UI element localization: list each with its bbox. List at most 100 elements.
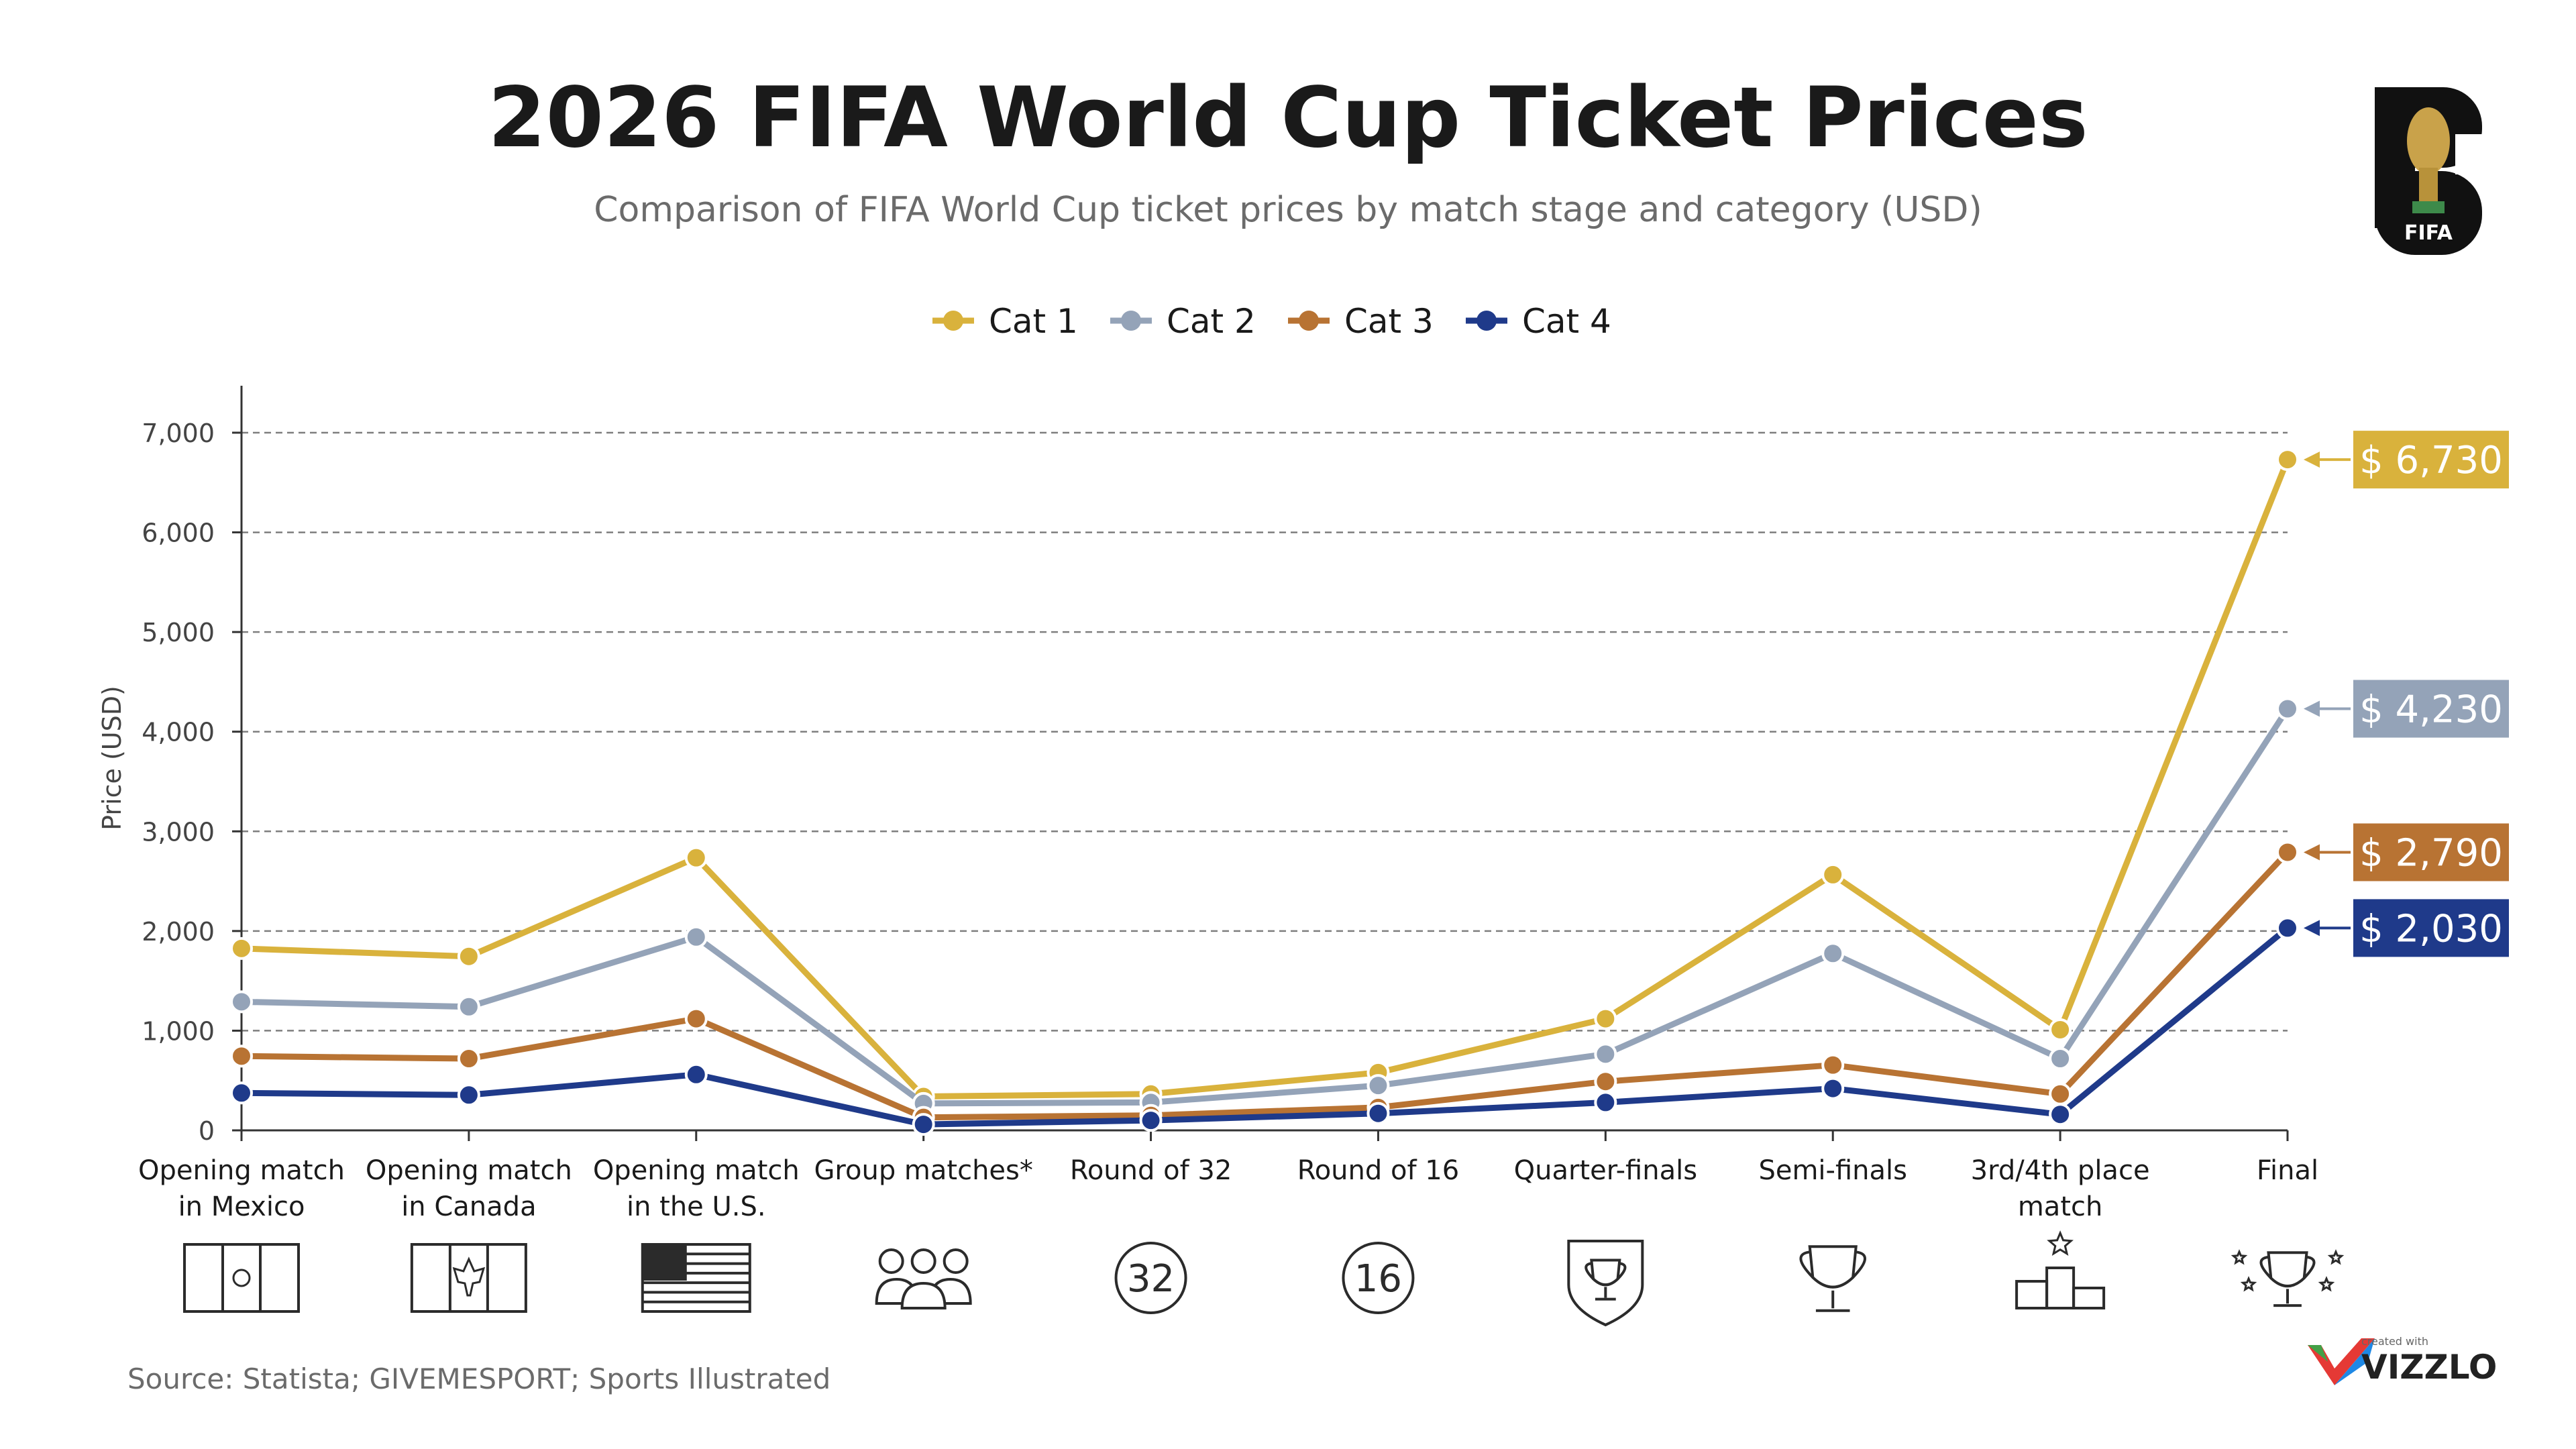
point-cat-3: [2049, 1082, 2072, 1106]
series-group: [230, 448, 2299, 1136]
point-cat-1: [684, 846, 708, 869]
legend-swatch-marker: [943, 311, 963, 331]
end-label-arrow: [2304, 700, 2320, 717]
vizzlo-brand: created with VIZZLO: [2308, 1335, 2497, 1387]
round-number-label: 32: [1127, 1257, 1175, 1301]
category-icons: 32 16: [183, 1230, 2345, 1327]
legend: Cat 1 Cat 2 Cat 3 Cat 4: [932, 302, 1611, 341]
point-cat-1: [230, 936, 253, 960]
vizzlo-check-icon: [2308, 1338, 2375, 1385]
source-note: Source: Statista; GIVEMESPORT; Sports Il…: [127, 1362, 830, 1395]
trophy-icon: [1799, 1245, 1866, 1312]
point-cat-4: [230, 1081, 253, 1105]
end-label-arrow: [2304, 844, 2320, 861]
point-cat-2: [2276, 697, 2299, 720]
x-tick-label: Round of 32: [1070, 1155, 1232, 1186]
vizzlo-small-text: created with: [2361, 1335, 2428, 1348]
podium-icon: [2015, 1230, 2106, 1309]
round-16-icon: 16: [1342, 1242, 1415, 1314]
canada-flag-icon: [410, 1243, 527, 1313]
series-line-cat-1: [241, 458, 2291, 1099]
y-tick-label: 2,000: [142, 917, 215, 947]
point-cat-3: [684, 1007, 708, 1030]
point-cat-4: [1821, 1077, 1845, 1100]
x-tick-labels: Opening match in Mexico Opening match in Ca…: [138, 1155, 2318, 1222]
round-number-label: 16: [1354, 1257, 1402, 1301]
round-32-icon: 32: [1114, 1242, 1187, 1314]
point-cat-4: [2276, 916, 2299, 940]
y-tick-label: 1,000: [142, 1016, 215, 1046]
point-cat-4: [1139, 1109, 1163, 1132]
point-cat-3: [457, 1047, 480, 1071]
point-cat-2: [2049, 1047, 2072, 1071]
mexico-flag-icon: [183, 1243, 300, 1313]
point-cat-2: [1366, 1074, 1390, 1097]
point-cat-1: [457, 945, 480, 968]
series-line-cat-3: [241, 850, 2290, 1121]
point-cat-4: [1594, 1091, 1617, 1114]
point-cat-4: [912, 1113, 935, 1136]
x-tick-label: Quarter-finals: [1514, 1155, 1697, 1186]
end-label-box: [2353, 899, 2509, 957]
fifa-2026-logo: FIFA: [2375, 87, 2482, 255]
legend-swatch-marker: [1299, 311, 1319, 331]
y-tick-label: 6,000: [142, 519, 215, 548]
point-cat-2: [457, 995, 480, 1018]
end-label-box: [2353, 823, 2509, 881]
point-cat-4: [684, 1063, 708, 1086]
fifa-badge-text: FIFA: [2404, 221, 2453, 245]
point-cat-1: [2276, 448, 2299, 472]
x-tick-label: in the U.S.: [627, 1191, 766, 1222]
end-label-text: $ 6,730: [2359, 439, 2503, 482]
y-tick-label: 0: [199, 1116, 215, 1146]
page-title: 2026 FIFA World Cup Ticket Prices: [488, 70, 2088, 166]
group-people-icon: [875, 1248, 972, 1309]
trophy-shield-icon: [1567, 1240, 1644, 1327]
point-cat-3: [1594, 1070, 1617, 1093]
x-tick-label: Opening match: [366, 1155, 572, 1186]
x-tick-label: Semi-finals: [1758, 1155, 1907, 1186]
series-line-cat-2: [241, 707, 2290, 1107]
y-tick-label: 7,000: [142, 419, 215, 448]
x-tick-label: 3rd/4th place: [1971, 1155, 2150, 1186]
vizzlo-brand-text: VIZZLO: [2361, 1348, 2497, 1387]
x-tick-label: Round of 16: [1297, 1155, 1459, 1186]
legend-swatch-marker: [1477, 311, 1497, 331]
end-label-arrow: [2304, 920, 2320, 936]
point-cat-2: [230, 990, 253, 1014]
point-cat-1: [1594, 1007, 1617, 1030]
end-label-text: $ 4,230: [2359, 688, 2503, 732]
legend-label: Cat 2: [1167, 302, 1256, 341]
y-tick-labels: 0 1,000 2,000 3,000 4,000 5,000 6,000 7,000: [142, 419, 215, 1146]
end-label-box: [2353, 680, 2509, 738]
y-axis-label: Price (USD): [97, 686, 127, 830]
x-tick-label: in Mexico: [178, 1191, 305, 1222]
x-tick-label: Final: [2257, 1155, 2318, 1186]
legend-label: Cat 4: [1522, 302, 1611, 341]
x-tick-label: match: [2018, 1191, 2103, 1222]
x-tick-label: Opening match: [593, 1155, 800, 1186]
legend-label: Cat 3: [1344, 302, 1434, 341]
point-cat-3: [2276, 841, 2299, 864]
axes: [240, 386, 2289, 1141]
x-tick-label: in Canada: [401, 1191, 536, 1222]
page-subtitle: Comparison of FIFA World Cup ticket pric…: [594, 190, 1982, 230]
point-cat-3: [1821, 1053, 1845, 1077]
end-label-text: $ 2,030: [2359, 907, 2503, 951]
end-label-box: [2353, 431, 2509, 489]
point-cat-2: [1594, 1042, 1617, 1066]
end-label-arrow: [2304, 451, 2320, 468]
point-cat-1: [2049, 1018, 2072, 1041]
series-line-cat-4: [241, 925, 2290, 1128]
x-tick-label: Group matches*: [814, 1155, 1032, 1186]
usa-flag-icon: [641, 1243, 751, 1313]
end-labels: $ 6,730 $ 4,230 $ 2,790 $ 2,030: [2304, 431, 2509, 957]
legend-label: Cat 1: [989, 302, 1078, 341]
point-cat-2: [1821, 942, 1845, 965]
point-cat-4: [457, 1083, 480, 1107]
y-tick-label: 4,000: [142, 718, 215, 747]
end-label-text: $ 2,790: [2359, 831, 2503, 875]
point-cat-4: [1366, 1102, 1390, 1125]
point-cat-4: [2049, 1103, 2072, 1126]
